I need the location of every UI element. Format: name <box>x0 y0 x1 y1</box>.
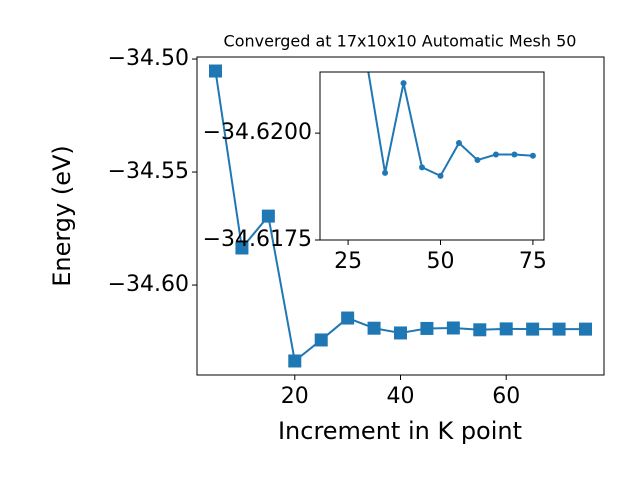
marker <box>209 64 222 78</box>
x-tick-label: 40 <box>387 384 415 409</box>
marker <box>526 322 540 336</box>
x-axis-label: Increment in K point <box>278 417 522 445</box>
marker <box>382 169 389 176</box>
y-tick-label: −34.6175 <box>203 227 312 252</box>
marker <box>367 321 381 335</box>
y-tick-label: −34.6200 <box>203 120 312 145</box>
y-axis-label: Energy (eV) <box>48 145 76 287</box>
marker <box>314 333 328 347</box>
marker <box>400 80 407 87</box>
data-line <box>367 72 533 178</box>
marker <box>437 172 444 179</box>
data-layer <box>209 64 592 368</box>
marker <box>455 139 462 146</box>
marker <box>235 241 249 255</box>
marker <box>341 311 355 325</box>
chart-title: Converged at 17x10x10 Automatic Mesh 50 <box>224 32 577 51</box>
marker <box>492 151 499 158</box>
marker <box>261 209 275 223</box>
marker <box>474 157 481 164</box>
marker <box>446 321 460 335</box>
marker <box>529 152 536 159</box>
y-tick-label: −34.55 <box>108 159 189 184</box>
x-tick-label: 20 <box>281 384 309 409</box>
marker <box>420 321 434 335</box>
marker <box>473 323 487 337</box>
x-tick-label: 50 <box>427 249 455 274</box>
marker <box>499 322 513 336</box>
marker <box>419 164 426 171</box>
y-tick-label: −34.50 <box>108 46 189 71</box>
marker <box>394 326 407 340</box>
axes-frame <box>319 71 545 241</box>
data-layer <box>367 72 536 179</box>
plot-area <box>320 72 544 240</box>
x-tick-label: 75 <box>519 249 547 274</box>
marker <box>552 322 566 336</box>
marker <box>288 354 302 368</box>
marker <box>511 151 518 158</box>
x-tick-label: 60 <box>492 384 520 409</box>
x-tick-label: 25 <box>334 249 362 274</box>
marker <box>579 322 592 336</box>
y-tick-label: −34.60 <box>108 272 189 297</box>
